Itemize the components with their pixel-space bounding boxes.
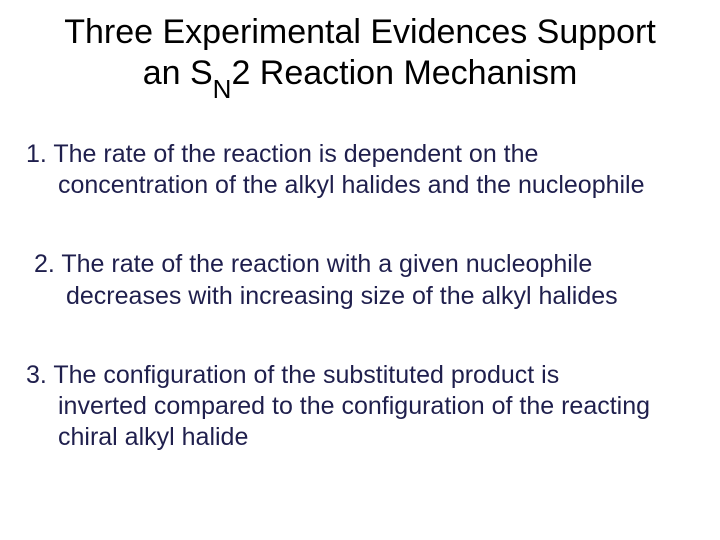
item-line: decreases with increasing size of the al… [34,281,700,312]
title-line2-suffix: 2 Reaction Mechanism [231,54,577,92]
item-line: concentration of the alkyl halides and t… [26,170,700,201]
slide-title: Three Experimental Evidences Support an … [20,12,700,99]
item-text: The configuration of the substituted pro… [53,361,559,389]
item-line: 1. The rate of the reaction is dependent… [26,139,700,170]
item-line: inverted compared to the configuration o… [26,391,700,422]
item-text: The rate of the reaction with a given nu… [61,250,592,278]
item-line: 3. The configuration of the substituted … [26,360,700,391]
item-line: chiral alkyl halide [26,422,700,453]
item-text: The rate of the reaction is dependent on… [53,140,538,168]
list-item: 2. The rate of the reaction with a given… [20,249,700,312]
item-line: 2. The rate of the reaction with a given… [34,249,700,280]
title-line1: Three Experimental Evidences Support [64,13,656,51]
list-item: 1. The rate of the reaction is dependent… [20,139,700,202]
title-line2-prefix: an S [143,54,213,92]
item-number: 3. [26,361,47,389]
item-number: 1. [26,140,47,168]
list-item: 3. The configuration of the substituted … [20,360,700,454]
title-subscript: N [213,74,232,104]
item-number: 2. [34,250,55,278]
